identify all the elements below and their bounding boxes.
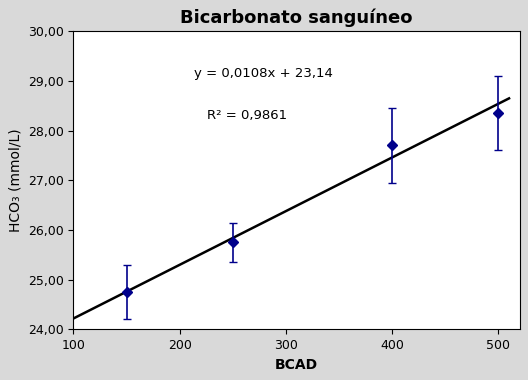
X-axis label: BCAD: BCAD xyxy=(275,358,318,372)
Text: y = 0,0108x + 23,14: y = 0,0108x + 23,14 xyxy=(194,67,333,80)
Text: R² = 0,9861: R² = 0,9861 xyxy=(208,109,287,122)
Y-axis label: HCO₃ (mmol/L): HCO₃ (mmol/L) xyxy=(8,128,22,232)
Title: Bicarbonato sanguíneo: Bicarbonato sanguíneo xyxy=(181,8,413,27)
